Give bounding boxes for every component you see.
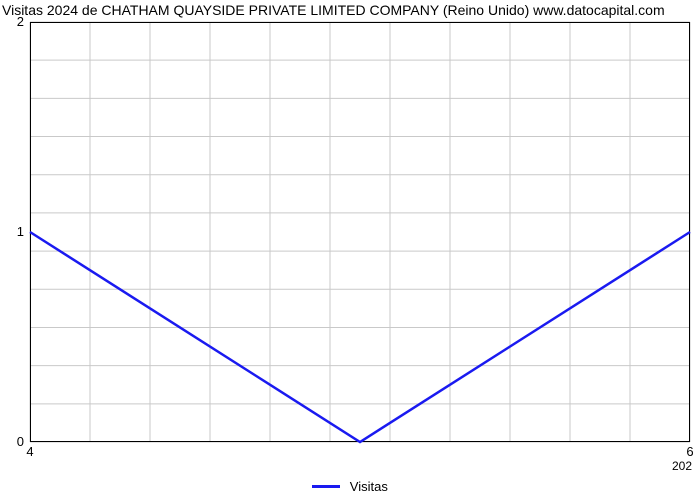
svg-text:4: 4 bbox=[26, 444, 33, 459]
chart-svg: 012 46 202 bbox=[30, 22, 690, 442]
plot-area: 012 46 202 bbox=[30, 22, 690, 442]
plot-border bbox=[31, 23, 690, 442]
grid-horizontal bbox=[30, 22, 690, 442]
svg-text:2: 2 bbox=[17, 14, 24, 29]
grid-vertical bbox=[30, 22, 690, 442]
x-axis-sublabel: 202 bbox=[672, 459, 692, 473]
svg-text:6: 6 bbox=[686, 444, 693, 459]
legend-swatch bbox=[312, 485, 340, 488]
x-axis-ticks: 46 bbox=[26, 444, 693, 459]
legend-label: Visitas bbox=[350, 479, 388, 494]
chart-title: Visitas 2024 de CHATHAM QUAYSIDE PRIVATE… bbox=[2, 2, 665, 18]
series-line-visitas bbox=[30, 232, 690, 442]
legend: Visitas bbox=[0, 478, 700, 494]
chart-container: { "chart": { "type": "line", "title": "V… bbox=[0, 0, 700, 500]
svg-text:0: 0 bbox=[17, 434, 24, 449]
y-axis-ticks: 0 1 2 bbox=[17, 14, 24, 449]
svg-text:1: 1 bbox=[17, 224, 24, 239]
